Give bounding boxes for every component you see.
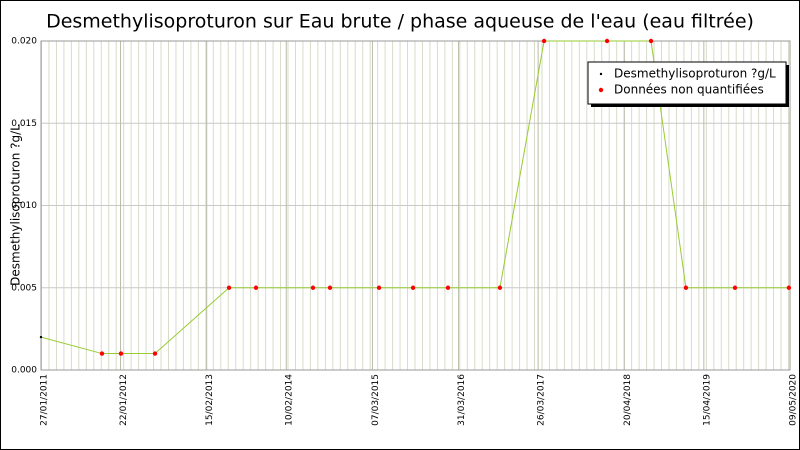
point (226, 285, 232, 290)
x-tick-label: 22/01/2012 (119, 374, 129, 426)
y-tick-label: 0.015 (11, 119, 37, 129)
point (310, 285, 316, 290)
point (497, 285, 503, 290)
point (327, 285, 333, 290)
y-axis-label: Desmethylisoproturon ?g/L (9, 124, 23, 286)
y-tick-label: 0.010 (11, 201, 37, 211)
plot-border (40, 40, 791, 371)
legend (587, 61, 787, 105)
x-tick-label: 20/04/2018 (623, 374, 633, 426)
point (786, 285, 792, 290)
point (604, 38, 610, 44)
x-tick-label: 15/04/2019 (702, 374, 712, 426)
legend-label: Données non quantifiées (614, 83, 764, 97)
point (152, 351, 158, 356)
y-tick-label: 0.000 (11, 366, 37, 376)
point (445, 285, 451, 290)
point (541, 38, 547, 44)
legend-label: Desmethylisoproturon ?g/L (614, 67, 776, 81)
legend-marker (598, 87, 604, 93)
x-tick-label: 07/03/2015 (371, 374, 381, 426)
x-tick-label: 15/02/2013 (205, 374, 215, 426)
point (118, 351, 124, 356)
point (376, 285, 382, 290)
point (410, 285, 416, 290)
x-tick-label: 27/01/2011 (40, 374, 50, 426)
chart-title: Desmethylisoproturon sur Eau brute / pha… (46, 11, 754, 33)
x-tick-label: 26/03/2017 (537, 374, 547, 426)
point (253, 285, 259, 290)
point (683, 285, 689, 290)
x-tick-label: 10/02/2014 (285, 374, 295, 426)
point (732, 285, 738, 290)
point (99, 351, 105, 356)
y-tick-label: 0.005 (11, 283, 37, 293)
x-tick-label: 31/03/2016 (457, 374, 467, 426)
point (648, 38, 654, 44)
y-tick-label: 0.020 (11, 37, 37, 47)
x-tick-label: 09/05/2020 (789, 374, 799, 426)
legend-marker (599, 72, 603, 76)
point (39, 335, 43, 339)
